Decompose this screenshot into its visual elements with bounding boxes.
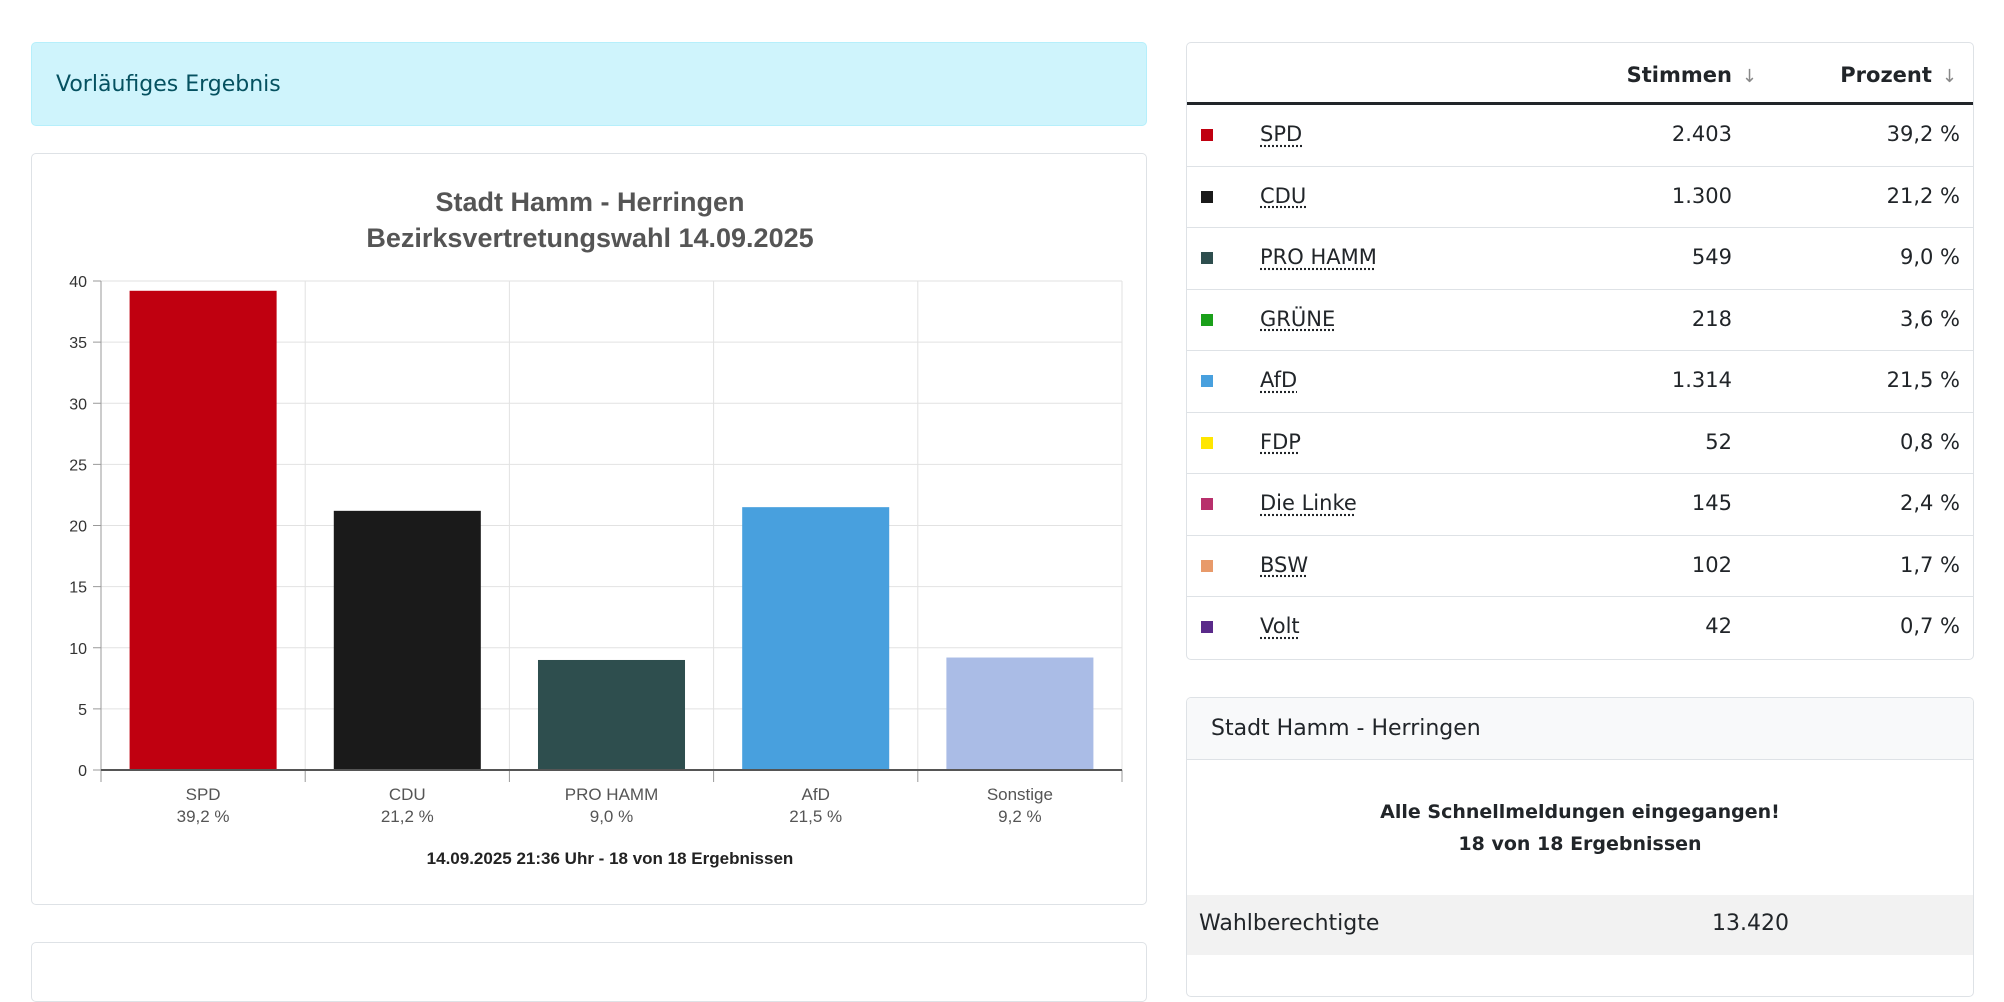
party-link[interactable]: Die Linke [1260,491,1357,515]
stat-label: Wahlberechtigte [1199,911,1379,936]
party-color-swatch [1201,498,1213,510]
chart-footer: 14.09.2025 21:36 Uhr - 18 von 18 Ergebni… [427,849,794,868]
header-stimmen[interactable]: Stimmen ↓ [1627,63,1757,87]
party-link[interactable]: Volt [1260,614,1300,638]
bar-afd[interactable] [742,507,889,770]
bar-pro-hamm[interactable] [538,660,685,770]
percent-cell: 0,8 % [1900,430,1960,454]
party-color-swatch [1201,314,1213,326]
party-link[interactable]: GRÜNE [1260,307,1335,331]
table-row: GRÜNE 218 3,6 % [1187,290,1973,352]
percent-cell: 21,2 % [1887,184,1960,208]
party-color-swatch [1201,252,1213,264]
x-value-label: 21,2 % [381,807,434,826]
info-message: Alle Schnellmeldungen eingegangen! 18 vo… [1187,760,1973,895]
table-row: PRO HAMM 549 9,0 % [1187,228,1973,290]
header-stimmen-label: Stimmen [1627,63,1732,87]
y-tick-label: 10 [69,641,87,658]
table-row: FDP 52 0,8 % [1187,413,1973,475]
party-color-swatch [1201,437,1213,449]
votes-cell: 218 [1692,307,1732,331]
next-card [31,942,1147,1002]
header-prozent-label: Prozent [1840,63,1932,87]
party-link[interactable]: FDP [1260,430,1301,454]
percent-cell: 2,4 % [1900,491,1960,515]
stat-row: Wahlberechtigte 13.420 [1187,895,1973,955]
table-header: Stimmen ↓ Prozent ↓ [1187,43,1973,105]
header-prozent[interactable]: Prozent ↓ [1840,63,1957,87]
x-value-label: 9,2 % [998,807,1041,826]
x-category-label: AfD [802,785,830,804]
party-color-swatch [1201,129,1213,141]
chart-bars [130,291,1094,770]
votes-cell: 42 [1705,614,1732,638]
x-value-label: 39,2 % [177,807,230,826]
info-card: Stadt Hamm - Herringen Alle Schnellmeldu… [1186,697,1974,997]
party-link[interactable]: AfD [1260,368,1297,392]
info-header: Stadt Hamm - Herringen [1187,698,1973,760]
sort-down-icon: ↓ [1942,66,1957,87]
y-tick-label: 5 [78,702,87,719]
results-table: Stimmen ↓ Prozent ↓ SPD 2.403 39,2 % CDU 1.300… [1186,42,1974,660]
bar-chart: Stadt Hamm - Herringen Bezirksvertretung… [32,154,1148,906]
status-alert: Vorläufiges Ergebnis [31,42,1147,126]
percent-cell: 39,2 % [1887,122,1960,146]
party-color-swatch [1201,191,1213,203]
x-category-label: SPD [186,785,221,804]
bar-sonstige[interactable] [946,658,1093,770]
percent-cell: 21,5 % [1887,368,1960,392]
percent-cell: 0,7 % [1900,614,1960,638]
info-message-line2: 18 von 18 Ergebnissen [1187,828,1973,860]
votes-cell: 1.300 [1672,184,1732,208]
percent-cell: 1,7 % [1900,553,1960,577]
y-tick-label: 15 [69,580,87,597]
y-tick-label: 35 [69,335,87,352]
party-color-swatch [1201,621,1213,633]
chart-title: Stadt Hamm - Herringen [435,187,744,217]
alert-text: Vorläufiges Ergebnis [56,72,281,97]
votes-cell: 1.314 [1672,368,1732,392]
votes-cell: 2.403 [1672,122,1732,146]
party-link[interactable]: CDU [1260,184,1306,208]
info-header-text: Stadt Hamm - Herringen [1211,716,1481,741]
x-category-label: CDU [389,785,426,804]
sort-down-icon: ↓ [1742,66,1757,87]
y-tick-label: 30 [69,396,87,413]
bar-cdu[interactable] [334,511,481,770]
votes-cell: 102 [1692,553,1732,577]
votes-cell: 549 [1692,245,1732,269]
votes-cell: 52 [1705,430,1732,454]
x-value-label: 21,5 % [789,807,842,826]
y-tick-label: 0 [78,763,87,780]
y-tick-label: 40 [69,274,87,291]
table-row: SPD 2.403 39,2 % [1187,105,1973,167]
info-message-line1: Alle Schnellmeldungen eingegangen! [1187,796,1973,828]
party-color-swatch [1201,560,1213,572]
table-row: CDU 1.300 21,2 % [1187,167,1973,229]
table-row: AfD 1.314 21,5 % [1187,351,1973,413]
percent-cell: 9,0 % [1900,245,1960,269]
party-link[interactable]: SPD [1260,122,1302,146]
votes-cell: 145 [1692,491,1732,515]
bar-spd[interactable] [130,291,277,770]
table-row: BSW 102 1,7 % [1187,536,1973,598]
party-link[interactable]: PRO HAMM [1260,245,1377,269]
party-color-swatch [1201,375,1213,387]
y-tick-label: 20 [69,519,87,536]
table-row: Die Linke 145 2,4 % [1187,474,1973,536]
stat-value: 13.420 [1712,911,1789,936]
x-category-label: Sonstige [987,785,1053,804]
table-row: Volt 42 0,7 % [1187,597,1973,659]
percent-cell: 3,6 % [1900,307,1960,331]
x-category-label: PRO HAMM [565,785,659,804]
chart-subtitle: Bezirksvertretungswahl 14.09.2025 [366,223,813,253]
chart-card: Stadt Hamm - Herringen Bezirksvertretung… [31,153,1147,905]
party-link[interactable]: BSW [1260,553,1308,577]
table-body: SPD 2.403 39,2 % CDU 1.300 21,2 % PRO HAMM 549 9… [1187,105,1973,659]
y-tick-label: 25 [69,457,87,474]
x-value-label: 9,0 % [590,807,633,826]
